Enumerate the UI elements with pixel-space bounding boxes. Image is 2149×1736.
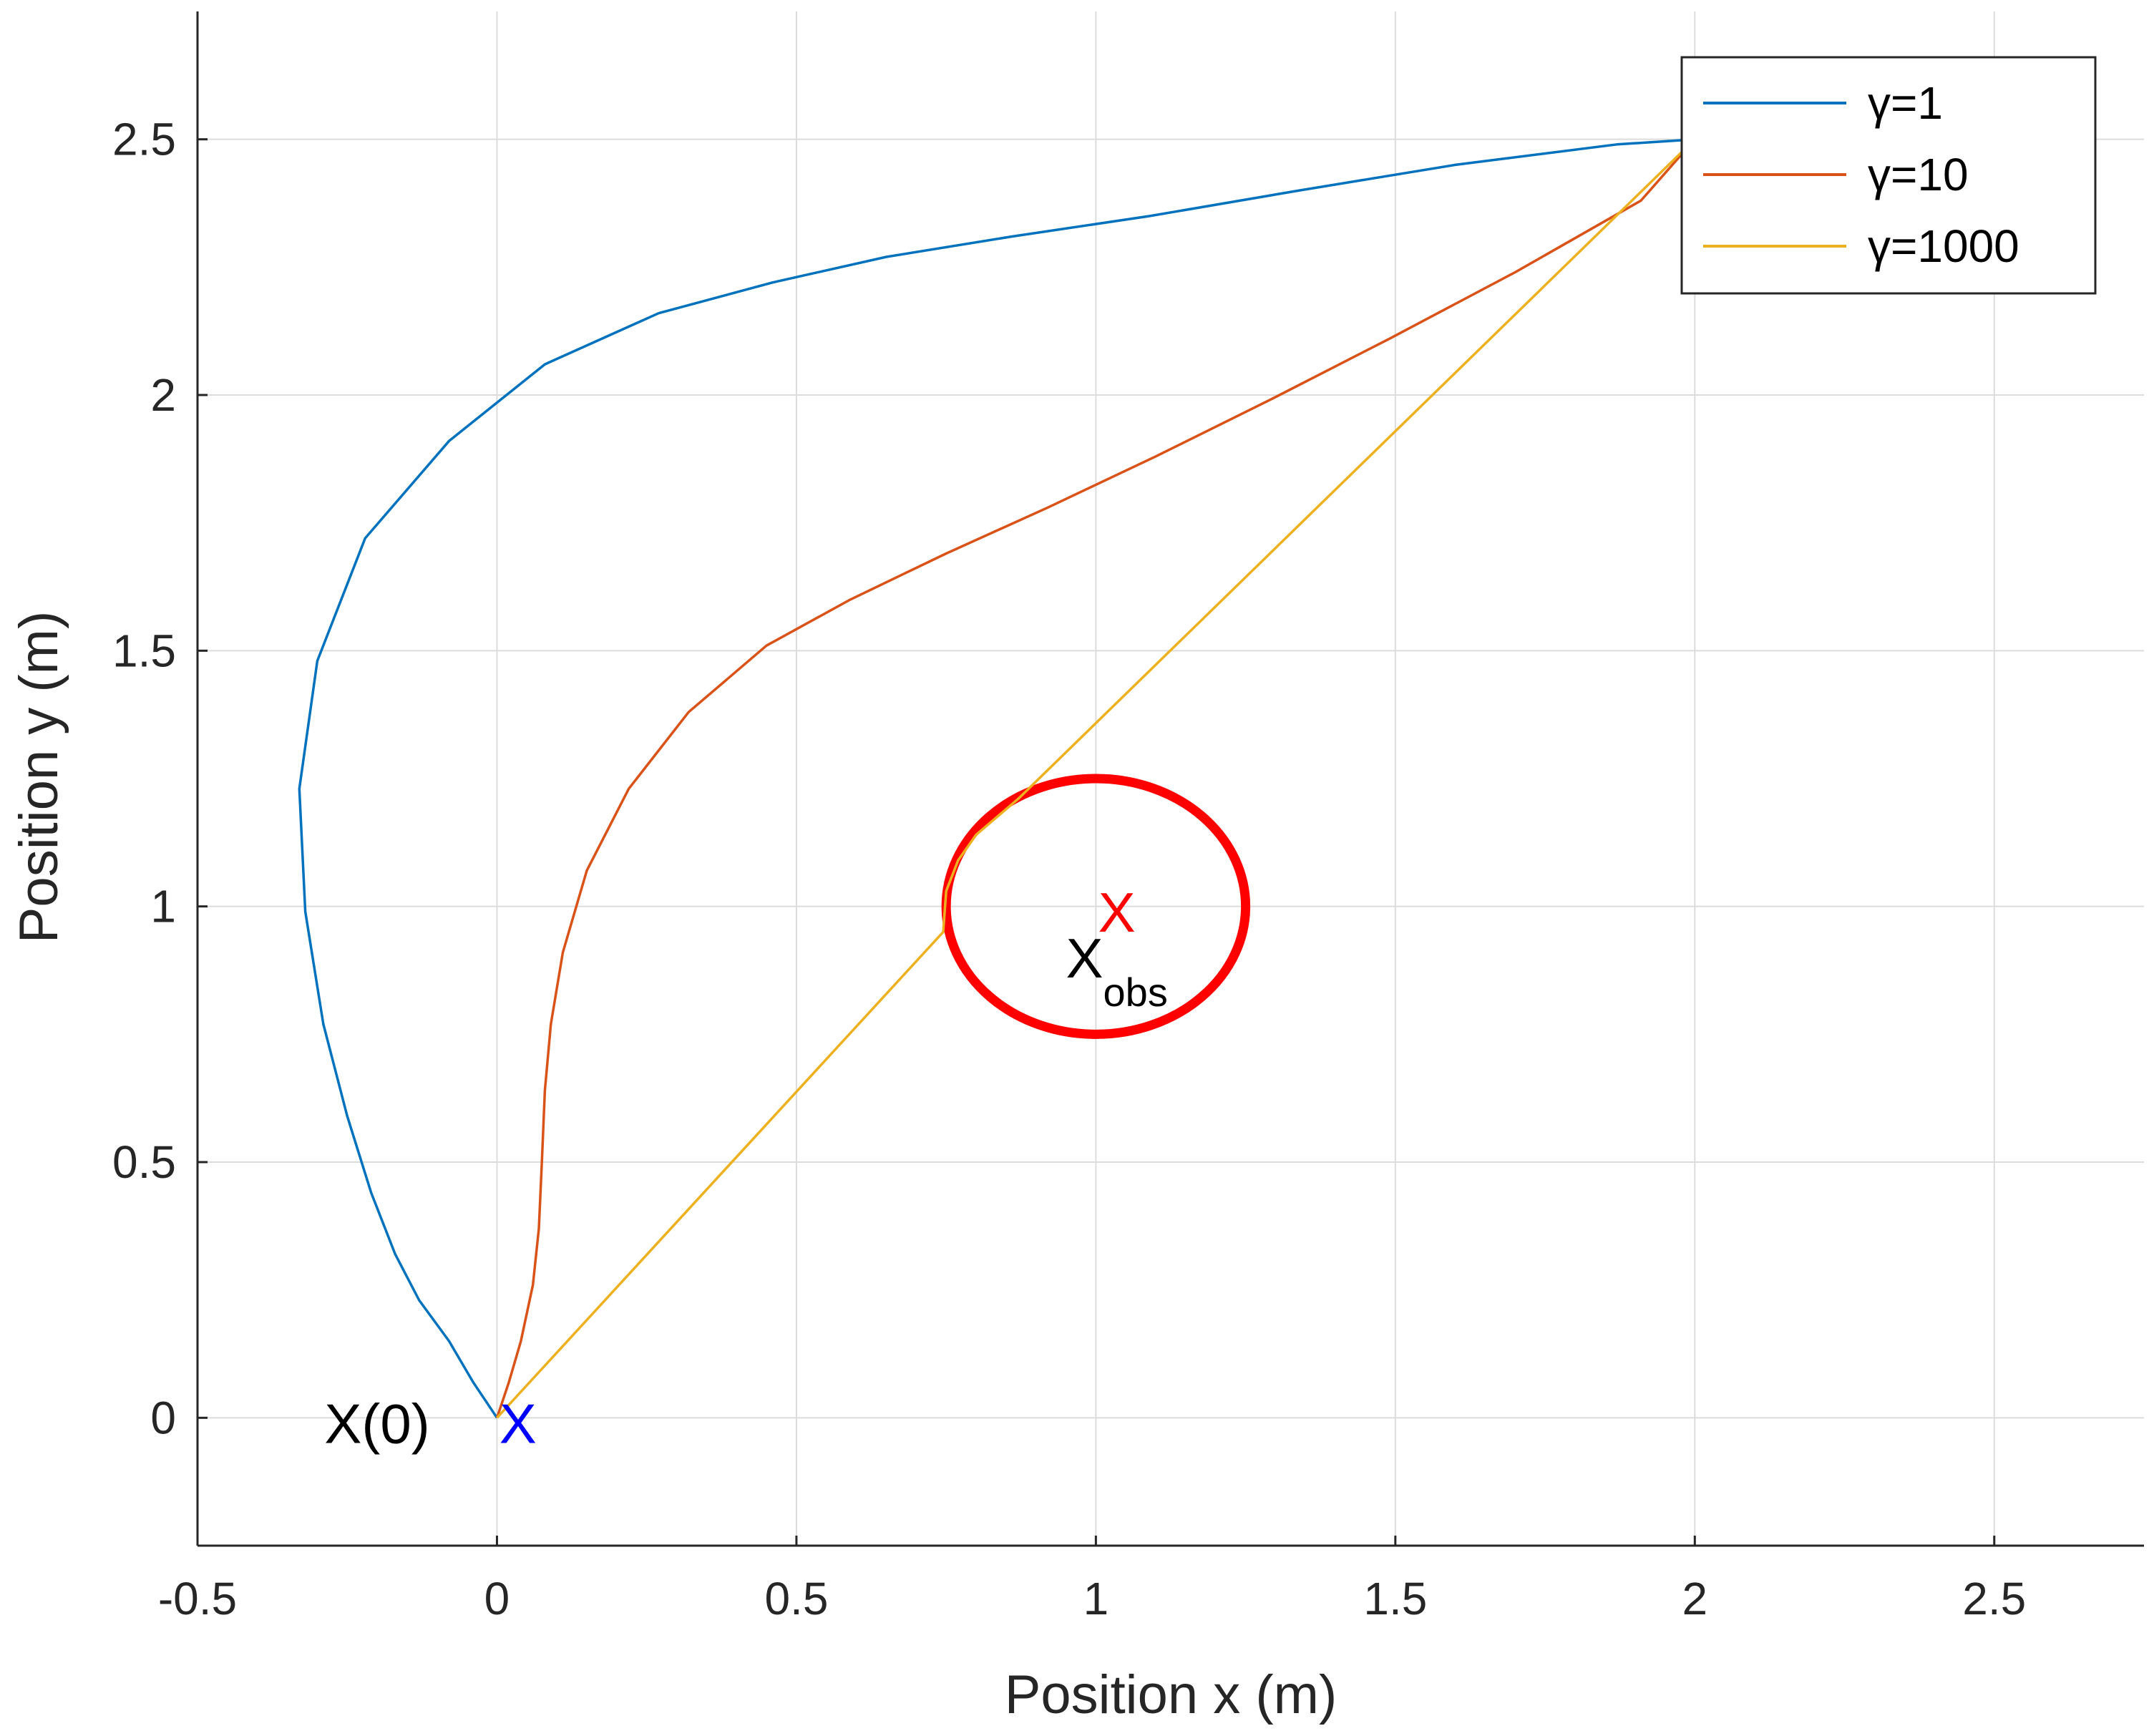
x-tick-label: -0.5 — [158, 1573, 237, 1624]
legend: γ=1 γ=10 γ=1000 — [1680, 56, 2097, 295]
x-tick-label: 1 — [1083, 1573, 1109, 1624]
x-tick-label: 1.5 — [1363, 1573, 1427, 1624]
y-tick-label: 1.5 — [112, 625, 176, 676]
y-tick-label: 2.5 — [112, 114, 176, 165]
y-tick-label: 1 — [150, 881, 176, 932]
annotation-3: X — [1098, 881, 1136, 944]
axes-layer: -0.5 0 0.5 1 1.5 2 2.5 0 0.5 1 1.5 2 2.5 — [112, 11, 2144, 1624]
legend-label-2: γ=10 — [1868, 149, 1969, 200]
series-line-3 — [496, 138, 1696, 1419]
annotation-2: X — [500, 1392, 537, 1455]
y-tick-label: 0 — [150, 1392, 176, 1443]
series-line-1 — [298, 137, 1695, 1419]
y-tick-label: 2 — [150, 369, 176, 421]
x-tick-label: 0.5 — [764, 1573, 828, 1624]
annotation-1: X(0) — [324, 1392, 429, 1455]
y-tick-label: 0.5 — [112, 1136, 176, 1188]
annotation-4: Xobs — [1066, 927, 1168, 1015]
series-layer — [298, 137, 1696, 1419]
x-tick-label: 2 — [1682, 1573, 1708, 1624]
legend-label-1: γ=1 — [1868, 77, 1943, 129]
x-tick-label: 2.5 — [1962, 1573, 2026, 1624]
y-axis-label: Position y (m) — [9, 611, 69, 944]
x-axis-label: Position x (m) — [1005, 1664, 1337, 1725]
series-line-2 — [495, 138, 1696, 1418]
legend-label-3: γ=1000 — [1868, 220, 2019, 272]
x-tick-label: 0 — [484, 1573, 510, 1624]
